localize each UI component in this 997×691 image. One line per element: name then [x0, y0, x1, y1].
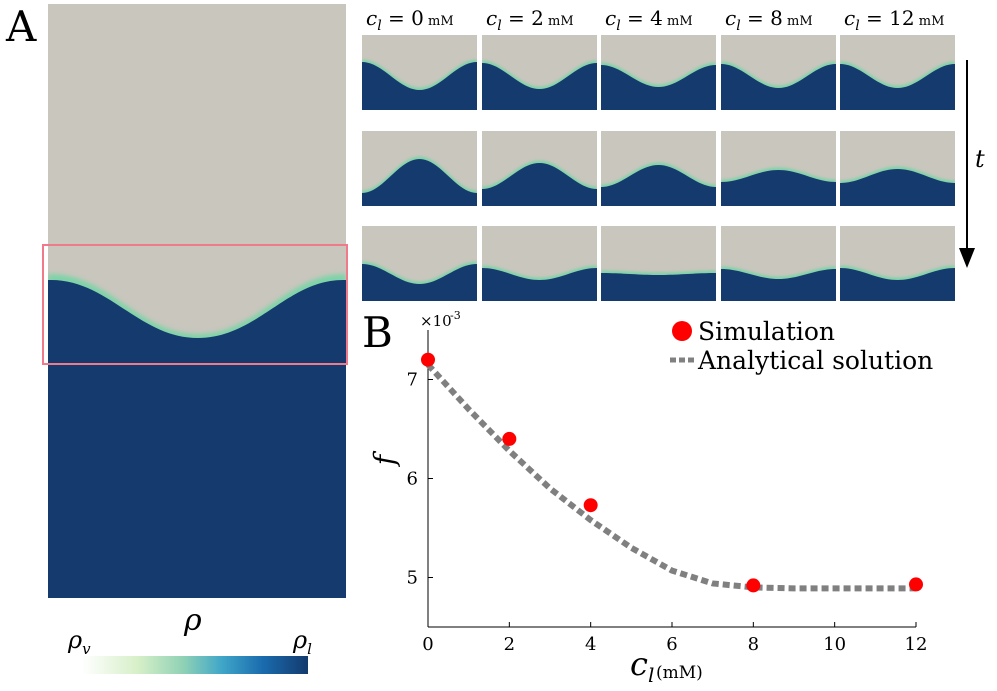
legend-simulation-label: Simulation [698, 317, 835, 346]
friction-chart: 0 2 4 6 8 10 12 5 6 7 ×10-3 f cl(mM) SimulationAnalyt… [372, 309, 933, 687]
panel-a-label: A [6, 2, 37, 51]
y-tick-label: 6 [407, 469, 418, 490]
y-scale-note: ×10 [420, 312, 452, 330]
snapshot-cell [362, 131, 477, 206]
snapshot-cell [721, 226, 836, 301]
interface-field-image [48, 4, 346, 598]
time-arrow-label: t [975, 145, 985, 173]
snapshot-cell [482, 131, 597, 206]
snapshot-column-label: cl = 8 mM [725, 6, 813, 34]
simulation-point [909, 577, 923, 592]
analytical-solution-line [425, 362, 916, 592]
snapshot-cell [482, 226, 597, 301]
snapshot-cell [362, 226, 477, 301]
snapshot-grid [362, 35, 955, 301]
x-tick-label: 10 [823, 634, 846, 655]
x-tick-label: 2 [504, 634, 515, 655]
snapshot-cell [840, 226, 955, 301]
snapshot-column-label: cl = 12 mM [844, 6, 945, 34]
y-scale-exponent: -3 [450, 309, 461, 322]
snapshot-cell [721, 131, 836, 206]
panel-b-label: B [362, 308, 393, 357]
legend-simulation-marker [672, 321, 692, 341]
simulation-point [746, 578, 761, 593]
snapshot-cell [840, 131, 955, 206]
colorbar-title: ρ [184, 603, 202, 638]
density-colorbar [82, 656, 308, 674]
snapshot-cell [601, 131, 716, 206]
simulation-point [583, 498, 598, 513]
x-tick-label: 6 [666, 634, 677, 655]
x-tick-label: 12 [905, 634, 928, 655]
x-tick-label: 8 [748, 634, 759, 655]
snapshot-column-label: cl = 4 mM [605, 6, 693, 34]
snapshot-cell [721, 35, 836, 110]
x-tick-label: 4 [585, 634, 596, 655]
x-axis-label-unit: (mM) [656, 663, 703, 683]
liquid-region [48, 279, 346, 598]
colorbar-min-label: ρv [68, 626, 91, 658]
x-axis-label: c [630, 645, 648, 683]
snapshot-column-label: cl = 2 mM [486, 6, 574, 34]
simulation-point [421, 352, 435, 367]
y-tick-label: 7 [407, 370, 418, 391]
simulation-point [502, 431, 517, 446]
snapshot-cell [482, 35, 597, 110]
snapshot-cell [601, 226, 716, 301]
y-tick-label: 5 [407, 568, 418, 589]
time-arrow [959, 60, 975, 268]
y-axis-label: f [372, 450, 401, 467]
snapshot-cell [362, 35, 477, 110]
zoom-highlight-box [42, 244, 348, 365]
snapshot-cell [840, 35, 955, 110]
snapshot-column-label: cl = 0 mM [366, 6, 454, 34]
snapshot-cell [601, 35, 716, 110]
colorbar-max-label: ρl [293, 626, 312, 658]
x-tick-label: 0 [422, 634, 433, 655]
x-axis-label-sub: l [648, 663, 654, 687]
legend-analytical-label: Analytical solution [697, 346, 933, 375]
